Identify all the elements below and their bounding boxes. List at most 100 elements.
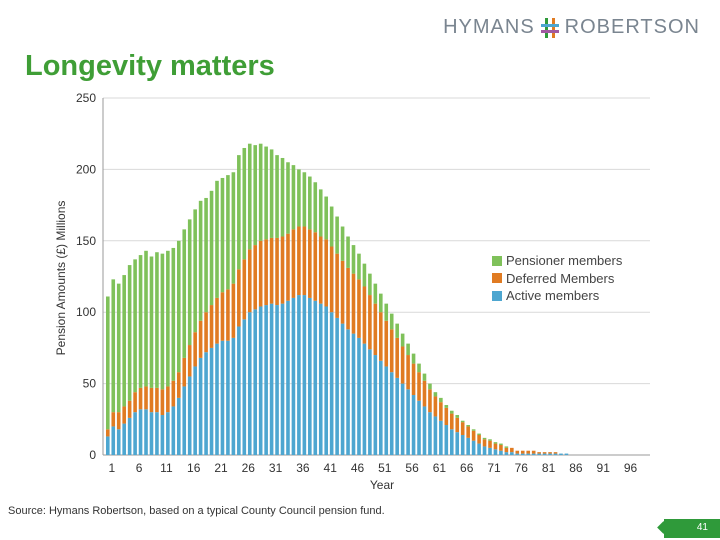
- legend-item-deferred: Deferred Members: [492, 270, 622, 288]
- bar-deferred: [253, 245, 258, 310]
- bar-active: [510, 452, 514, 455]
- bar-deferred: [308, 229, 312, 298]
- bar-pensioner: [116, 283, 121, 413]
- bar-pensioner: [226, 175, 230, 290]
- bar-active: [406, 389, 410, 455]
- bar-deferred: [166, 386, 170, 413]
- bar-deferred: [280, 236, 285, 304]
- bar-deferred: [417, 372, 421, 401]
- bar-active: [373, 355, 378, 455]
- bar-deferred: [460, 422, 465, 436]
- bar-deferred: [226, 289, 230, 341]
- bar-active: [122, 423, 126, 455]
- bar-pensioner: [111, 279, 116, 413]
- bar-pensioner: [444, 405, 449, 408]
- bar-deferred: [111, 412, 116, 427]
- bar-deferred: [471, 430, 476, 441]
- x-tick-label: 1: [108, 461, 115, 475]
- bar-deferred: [291, 229, 296, 298]
- legend-label-pensioner: Pensioner members: [506, 253, 623, 269]
- bar-deferred: [493, 443, 498, 450]
- bar-deferred: [488, 440, 492, 448]
- bar-active: [488, 447, 492, 455]
- bar-pensioner: [346, 236, 350, 268]
- bar-pensioner: [209, 190, 214, 306]
- bar-active: [297, 295, 301, 455]
- bar-active: [400, 383, 405, 455]
- bar-deferred: [346, 267, 350, 330]
- bar-active: [280, 303, 285, 455]
- bar-active: [449, 429, 454, 455]
- bar-pensioner: [269, 149, 274, 238]
- bar-active: [471, 440, 476, 455]
- x-tick-label: 91: [597, 461, 611, 475]
- bar-deferred: [209, 305, 214, 348]
- bar-active: [242, 319, 247, 455]
- bar-active: [504, 452, 509, 455]
- bar-active: [520, 453, 525, 455]
- bar-pensioner: [291, 165, 296, 230]
- bar-active: [198, 357, 203, 455]
- bar-active: [269, 303, 274, 455]
- bar-pensioner: [187, 219, 192, 346]
- bar-pensioner: [433, 392, 438, 397]
- logo-text-right: ROBERTSON: [564, 16, 700, 38]
- bar-deferred: [395, 337, 399, 378]
- x-tick-label: 61: [433, 461, 447, 475]
- page-number-badge: 41: [657, 519, 720, 538]
- bar-active: [264, 305, 268, 455]
- bar-active: [308, 297, 312, 455]
- bar-deferred: [504, 447, 509, 453]
- bar-active: [346, 329, 350, 455]
- bar-pensioner: [275, 155, 279, 238]
- bar-deferred: [329, 246, 334, 313]
- bar-active: [389, 372, 394, 455]
- bar-pensioner: [297, 169, 301, 227]
- bar-active: [417, 400, 421, 455]
- bar-deferred: [176, 372, 181, 398]
- bar-pensioner: [182, 229, 187, 358]
- bar-pensioner: [373, 283, 378, 304]
- bar-deferred: [116, 412, 121, 430]
- bar-pensioner: [471, 429, 476, 431]
- bar-pensioner: [106, 296, 110, 430]
- bar-pensioner: [455, 415, 460, 418]
- bar-deferred: [318, 236, 323, 304]
- bar-deferred: [155, 387, 159, 413]
- bar-pensioner: [384, 303, 389, 321]
- x-tick-label: 16: [187, 461, 201, 475]
- legend-swatch-pensioner: [492, 255, 502, 266]
- bar-active: [379, 360, 383, 455]
- bar-pensioner: [193, 209, 197, 333]
- bar-pensioner: [302, 172, 307, 227]
- bar-deferred: [411, 363, 416, 396]
- bar-pensioner: [220, 177, 225, 293]
- bar-pensioner: [439, 397, 443, 403]
- bar-pensioner: [313, 182, 318, 233]
- bar-pensioner: [335, 216, 339, 254]
- bar-active: [318, 303, 323, 455]
- bar-pensioner: [144, 250, 148, 387]
- bar-deferred: [324, 239, 328, 307]
- x-tick-label: 51: [378, 461, 392, 475]
- bar-deferred: [520, 450, 525, 454]
- bar-pensioner: [504, 446, 509, 448]
- bar-deferred: [215, 297, 219, 344]
- bar-deferred: [510, 447, 514, 453]
- bar-pensioner: [138, 255, 143, 388]
- bar-deferred: [160, 389, 165, 416]
- bar-active: [422, 406, 427, 455]
- bar-active: [531, 453, 536, 455]
- bar-active: [384, 366, 389, 455]
- bar-active: [166, 412, 170, 455]
- x-tick-label: 41: [324, 461, 338, 475]
- bar-deferred: [340, 260, 345, 324]
- bar-active: [477, 443, 481, 455]
- bar-deferred: [264, 239, 268, 306]
- bar-active: [209, 347, 214, 455]
- bar-pensioner: [362, 263, 367, 287]
- legend-item-pensioner: Pensioner members: [492, 252, 622, 270]
- bar-deferred: [466, 426, 470, 438]
- bar-pensioner: [411, 353, 416, 364]
- bar-pensioner: [324, 196, 328, 240]
